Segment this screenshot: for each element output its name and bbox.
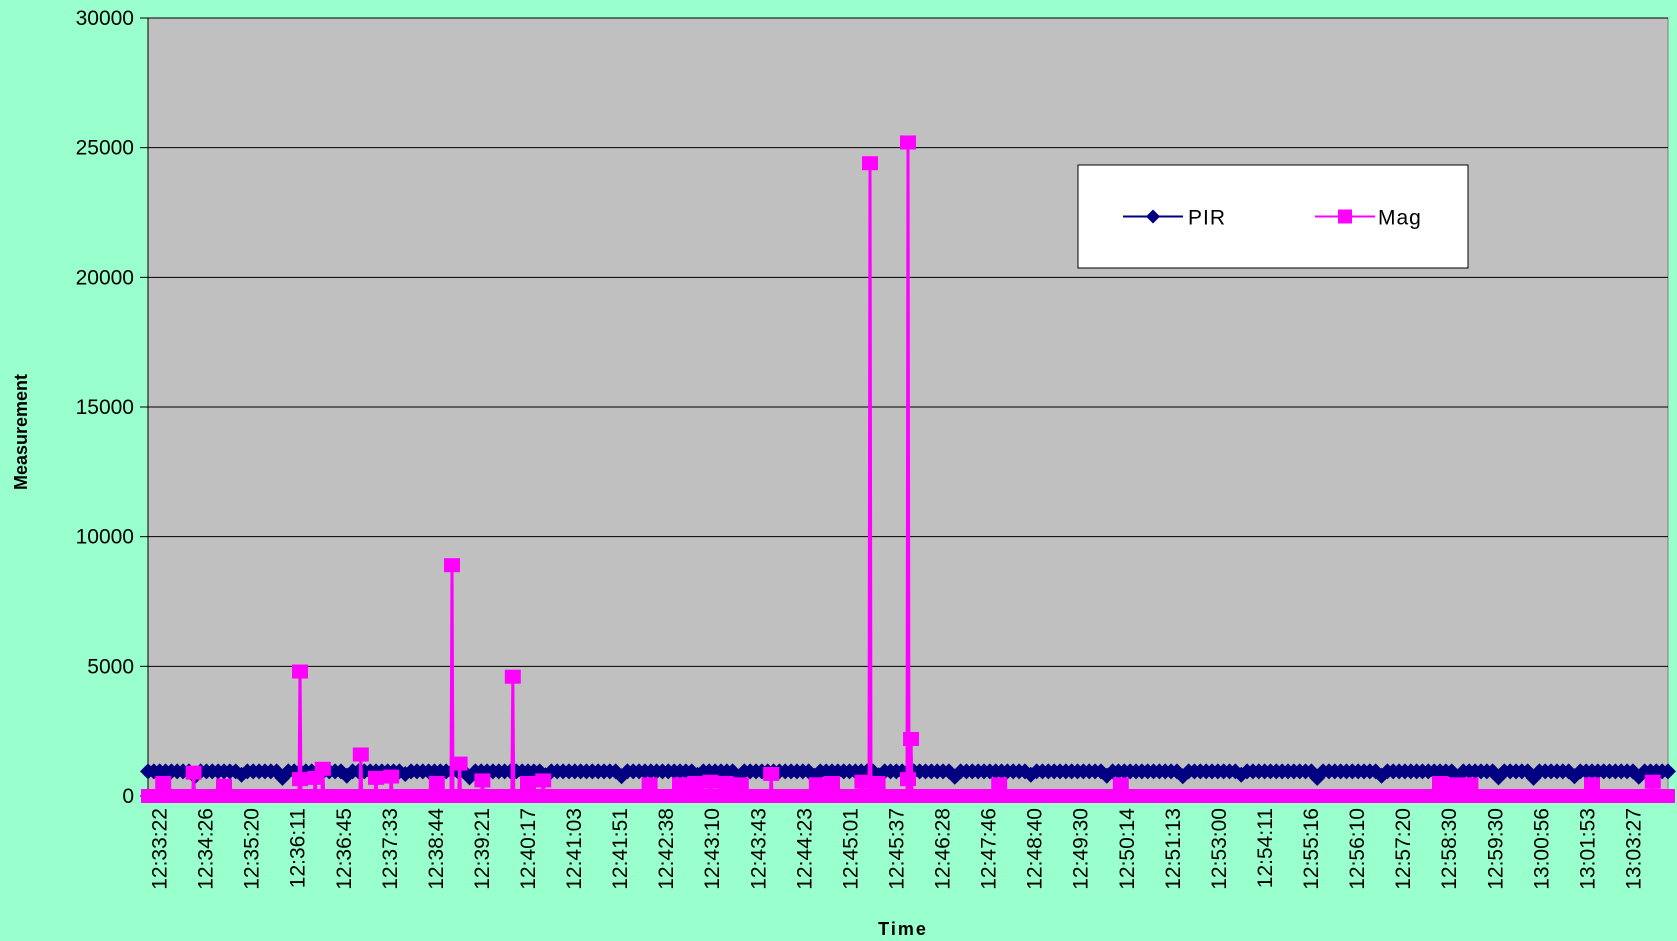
- x-tick-label: 12:45:01: [839, 808, 862, 890]
- mag-point: [1432, 776, 1448, 791]
- x-tick-label: 12:41:03: [563, 808, 586, 890]
- y-axis-title: Measurement: [11, 374, 31, 490]
- mag-point: [702, 774, 719, 789]
- legend-marker-pir: [1146, 209, 1160, 224]
- mag-point: [763, 766, 780, 781]
- mag-point: [314, 761, 331, 776]
- x-tick-label: 12:50:14: [1116, 808, 1139, 890]
- mag-point: [520, 776, 536, 791]
- mag-point: [641, 777, 658, 792]
- x-tick-label: 12:58:30: [1438, 808, 1461, 890]
- x-tick-label: 12:47:46: [978, 808, 1001, 890]
- mag-point: [1462, 777, 1479, 792]
- pir-point: [1660, 763, 1676, 780]
- legend-label-pir: PIR: [1188, 207, 1226, 230]
- x-tick-label: 12:45:37: [885, 808, 908, 890]
- x-tick-label: 12:46:28: [932, 808, 955, 890]
- x-tick-label: 12:44:23: [793, 808, 816, 890]
- x-tick-label: 12:48:40: [1024, 808, 1047, 890]
- series-pir: [140, 763, 1676, 786]
- x-tick-label: 12:42:38: [655, 808, 678, 890]
- mag-point: [504, 669, 521, 684]
- x-axis-title: Time: [878, 919, 928, 939]
- mag-point: [451, 756, 468, 771]
- mag-point: [1661, 789, 1675, 803]
- mag-point: [862, 156, 878, 171]
- y-tick-label: 30000: [76, 7, 134, 30]
- y-tick-label: 5000: [87, 655, 134, 678]
- mag-point: [368, 770, 384, 785]
- x-tick-label: 12:56:10: [1346, 808, 1369, 890]
- mag-point: [672, 777, 688, 792]
- x-tick-label: 12:34:26: [195, 808, 218, 890]
- x-axis: 12:33:22 12:34:26 12:35:20 12:36:11 12:36:45…: [147, 795, 1668, 890]
- y-tick-label: 20000: [76, 266, 134, 289]
- mag-point: [535, 773, 552, 788]
- x-tick-label: 12:38:44: [425, 808, 448, 890]
- x-tick-label: 13:01:53: [1576, 808, 1599, 890]
- mag-point: [1644, 774, 1661, 789]
- y-tick-label: 10000: [76, 526, 134, 549]
- mag-point: [991, 777, 1008, 792]
- x-tick-label: 12:37:33: [379, 808, 402, 890]
- y-tick-label: 0: [122, 785, 134, 808]
- x-tick-label: 12:33:22: [149, 808, 172, 890]
- x-tick-label: 12:49:30: [1070, 808, 1093, 890]
- x-tick-label: 12:43:10: [701, 808, 724, 890]
- legend: PIR Mag: [1077, 164, 1469, 269]
- x-tick-label: 12:54:11: [1254, 808, 1277, 888]
- x-tick-label: 12:55:16: [1300, 808, 1323, 890]
- series-mag: [141, 135, 1675, 803]
- x-tick-label: 12:40:17: [517, 808, 540, 890]
- mag-point: [808, 777, 825, 792]
- y-axis: 0 5000 10000 15000 20000 25000 30000: [76, 7, 149, 808]
- mag-point: [903, 731, 920, 746]
- x-tick-label: 12:57:20: [1392, 808, 1415, 890]
- x-tick-label: 13:00:56: [1530, 808, 1553, 890]
- y-tick-label: 25000: [76, 137, 134, 160]
- x-tick-label: 12:43:43: [747, 808, 770, 890]
- mag-point: [352, 747, 369, 762]
- x-tick-label: 12:36:45: [333, 808, 356, 890]
- y-tick-label: 15000: [76, 396, 134, 419]
- mag-point: [185, 765, 202, 780]
- x-tick-label: 13:03:27: [1622, 808, 1645, 890]
- legend-label-mag: Mag: [1378, 207, 1422, 230]
- mag-point: [869, 776, 886, 791]
- mag-point: [900, 772, 916, 787]
- x-tick-label: 12:35:20: [241, 808, 264, 890]
- x-tick-label: 12:41:51: [609, 808, 632, 890]
- mag-point: [1447, 777, 1464, 792]
- mag-point: [155, 776, 172, 791]
- x-tick-label: 12:53:00: [1208, 808, 1231, 890]
- mag-point: [383, 769, 400, 784]
- mag-point: [854, 774, 871, 789]
- mag-point: [1584, 777, 1600, 792]
- mag-point: [474, 773, 491, 788]
- mag-point: [292, 664, 308, 679]
- mag-point: [292, 772, 308, 787]
- x-tick-label: 12:39:21: [471, 808, 494, 890]
- x-tick-label: 12:59:30: [1484, 808, 1507, 890]
- legend-marker-mag: [1338, 209, 1352, 224]
- mag-point: [216, 778, 232, 793]
- mag-point: [687, 776, 704, 791]
- mag-point: [444, 558, 460, 573]
- mag-point: [824, 776, 840, 791]
- mag-point: [732, 777, 749, 792]
- mag-point: [717, 776, 734, 791]
- mag-point: [900, 135, 916, 150]
- mag-point: [428, 776, 445, 791]
- x-tick-label: 12:51:13: [1162, 808, 1185, 890]
- mag-point: [1112, 777, 1129, 792]
- x-tick-label: 12:36:11: [287, 808, 310, 888]
